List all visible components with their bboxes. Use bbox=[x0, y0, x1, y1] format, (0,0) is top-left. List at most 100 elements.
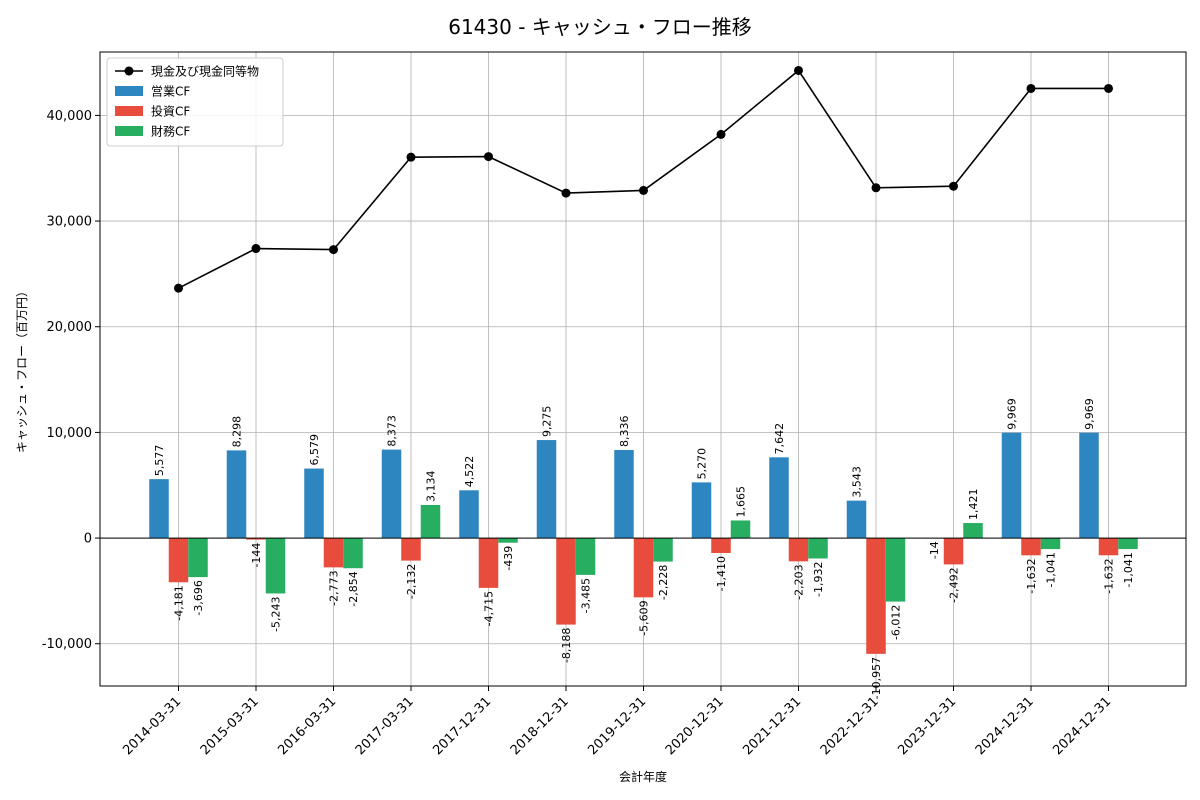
data-label: 3,543 bbox=[851, 466, 864, 498]
bar-2 bbox=[246, 538, 266, 540]
x-tick-label: 2016-03-31 bbox=[275, 694, 339, 758]
data-labels-layer: 5,577 8,298 6,579 8,373 4,522 9,275 8,336 5,270… bbox=[153, 398, 1135, 699]
data-label: -14 bbox=[928, 541, 941, 559]
data-label: -2,492 bbox=[948, 567, 961, 602]
cash-point bbox=[484, 152, 493, 162]
data-label: -1,632 bbox=[1103, 558, 1116, 593]
data-label: -1,932 bbox=[812, 561, 825, 596]
data-label: -6,012 bbox=[890, 605, 903, 640]
bar-1 bbox=[769, 457, 789, 539]
data-label: -144 bbox=[250, 543, 263, 568]
bar-1 bbox=[691, 482, 712, 539]
data-label: 4,522 bbox=[463, 456, 476, 488]
data-label: 9,275 bbox=[541, 406, 554, 438]
data-label: -1,041 bbox=[1045, 552, 1058, 587]
bar-3 bbox=[498, 538, 518, 543]
data-label: 5,270 bbox=[696, 448, 709, 480]
data-label: -3,696 bbox=[192, 580, 205, 615]
x-tick-label: 2024-12-31 bbox=[973, 694, 1037, 758]
bar-1 bbox=[1001, 432, 1022, 539]
data-label: -1,410 bbox=[715, 556, 728, 591]
data-label: 8,336 bbox=[618, 415, 631, 447]
x-tick-label: 2017-12-31 bbox=[430, 694, 494, 758]
x-tick-label: 2022-12-31 bbox=[818, 694, 882, 758]
bar-3 bbox=[265, 538, 286, 594]
data-label: 3,134 bbox=[425, 470, 438, 502]
bar-1 bbox=[381, 449, 402, 539]
legend-bar-swatch bbox=[115, 106, 143, 116]
bar-2 bbox=[323, 538, 344, 568]
data-label: 9,969 bbox=[1006, 398, 1019, 430]
cash-point bbox=[949, 181, 958, 191]
y-tick-label: 0 bbox=[84, 532, 92, 547]
x-axis-label: 会計年度 bbox=[619, 769, 667, 784]
x-tick-label: 2018-12-31 bbox=[508, 694, 572, 758]
y-tick-label: 40,000 bbox=[47, 109, 93, 124]
x-tick-label: 2021-12-31 bbox=[740, 694, 804, 758]
bar-1 bbox=[459, 490, 479, 539]
bar-3 bbox=[1118, 538, 1138, 550]
data-label: 1,421 bbox=[967, 489, 980, 521]
legend-entry-label: 投資CF bbox=[151, 104, 190, 119]
x-tick-label: 2019-12-31 bbox=[585, 694, 649, 758]
data-label: -10,957 bbox=[870, 657, 883, 699]
y-tick-label: 30,000 bbox=[47, 215, 93, 230]
bar-2 bbox=[788, 538, 809, 562]
bar-3 bbox=[188, 538, 208, 578]
legend-entry-label: 現金及び現金同等物 bbox=[151, 64, 259, 79]
cash-point bbox=[174, 283, 183, 293]
data-label: 6,579 bbox=[308, 434, 321, 466]
bar-3 bbox=[343, 538, 363, 569]
data-label: 8,298 bbox=[231, 416, 244, 448]
data-label: -1,632 bbox=[1025, 558, 1038, 593]
cash-point bbox=[639, 185, 648, 195]
y-tick-label: 20,000 bbox=[47, 320, 93, 335]
data-label: -4,181 bbox=[173, 585, 186, 620]
bar-1 bbox=[1079, 432, 1099, 539]
bars-layer bbox=[149, 432, 1138, 654]
x-tick-label: 2024-12-31 bbox=[1050, 694, 1114, 758]
legend-point-swatch bbox=[124, 66, 134, 76]
legend-box bbox=[106, 57, 284, 147]
data-label: 7,642 bbox=[773, 423, 786, 455]
data-label: -2,854 bbox=[347, 571, 360, 606]
bar-1 bbox=[846, 500, 867, 539]
cash-point bbox=[716, 129, 726, 139]
cash-point bbox=[871, 183, 881, 193]
bar-1 bbox=[149, 479, 169, 539]
cash-point bbox=[1026, 83, 1036, 93]
x-tick-label: 2015-03-31 bbox=[198, 694, 262, 758]
bar-2 bbox=[168, 538, 189, 583]
data-label: -3,485 bbox=[580, 578, 593, 613]
chart-title: 61430 - キャッシュ・フロー推移 bbox=[448, 15, 752, 39]
bar-1 bbox=[226, 450, 247, 539]
bar-1 bbox=[614, 449, 634, 539]
legend-bar-swatch bbox=[115, 86, 143, 96]
bar-2 bbox=[1021, 538, 1041, 556]
bar-2 bbox=[633, 538, 654, 598]
data-label: -2,132 bbox=[405, 564, 418, 599]
bar-2 bbox=[556, 538, 576, 625]
data-label: 5,577 bbox=[153, 445, 166, 477]
data-label: -5,243 bbox=[270, 596, 283, 631]
cash-point bbox=[794, 65, 803, 75]
data-label: -2,228 bbox=[657, 565, 670, 600]
data-label: 8,373 bbox=[386, 415, 399, 447]
y-tick-label: 10,000 bbox=[47, 426, 93, 441]
bar-3 bbox=[575, 538, 596, 575]
legend-bar-swatch bbox=[115, 126, 143, 136]
bar-2 bbox=[401, 538, 421, 561]
x-tick-label: 2023-12-31 bbox=[895, 694, 959, 758]
x-tick-label: 2020-12-31 bbox=[663, 694, 727, 758]
data-label: -439 bbox=[502, 546, 515, 571]
bar-3 bbox=[730, 520, 751, 539]
legend-entry-label: 財務CF bbox=[151, 124, 190, 139]
cash-point bbox=[329, 245, 338, 255]
cash-point bbox=[251, 244, 261, 254]
x-tick-label: 2014-03-31 bbox=[120, 694, 184, 758]
data-label: -2,203 bbox=[793, 564, 806, 599]
bar-3 bbox=[885, 538, 906, 602]
y-axis-label: キャッシュ・フロー（百万円） bbox=[15, 285, 29, 453]
